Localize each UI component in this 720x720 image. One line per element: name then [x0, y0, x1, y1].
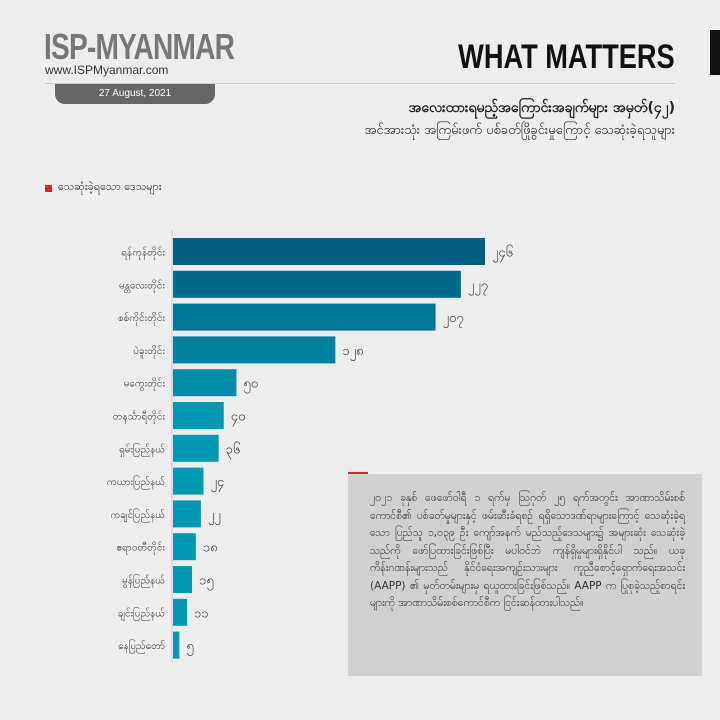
bar [173, 500, 201, 528]
red-square-icon [45, 184, 52, 192]
value-label: ၂၄၆ [492, 245, 513, 263]
page-subtitle: အင်အားသုံး အကြမ်းဖက် ပစ်ခတ်ဖြိုခွင်းမှုက… [364, 123, 676, 138]
bar [173, 631, 180, 659]
note-box [348, 474, 702, 676]
category-label: တနင်္သာရီတိုင်း [113, 410, 166, 425]
section-label: သေဆုံးခဲ့ရသော ဒေသများ [58, 180, 162, 193]
page-title: အလေးထားရမည့်အကြောင်းအချက်များ အမှတ်(၄၂) [408, 100, 675, 116]
bar [173, 238, 485, 265]
category-label: စစ်ကိုင်းတိုင်း [118, 311, 165, 326]
bar [173, 336, 336, 364]
value-label: ၄၀ [231, 410, 246, 427]
value-label: ၅ [186, 639, 193, 656]
bar [173, 369, 237, 397]
category-label: မကွေးတိုင်း [124, 377, 166, 392]
category-label: ဧရာဝတီတိုင်း [116, 541, 165, 556]
what-matters-title: WHAT MATTERS [458, 38, 675, 76]
value-label: ၁၅ [199, 574, 214, 591]
category-label: ရန်ကုန်တိုင်း [121, 246, 165, 261]
value-label: ၁၈ [203, 541, 218, 556]
bar [173, 303, 436, 331]
category-label: မန္တလေးတိုင်း [119, 278, 166, 293]
bar [173, 598, 187, 626]
accent-block [710, 30, 720, 75]
value-label: ၂၂၇ [468, 278, 488, 295]
bar [173, 402, 224, 429]
category-label: ကယားပြည်နယ် [107, 474, 165, 490]
category-label: နေပြည်တော် [118, 638, 165, 654]
bar [173, 467, 204, 495]
bar [173, 270, 461, 298]
category-label: ပဲခူးတိုင်း [133, 344, 165, 359]
value-label: ၁၁ [194, 606, 209, 621]
value-label: ၃၆ [226, 441, 241, 459]
value-label: ၁၂၈ [342, 344, 363, 361]
value-label: ၅၀ [243, 377, 258, 394]
note-accent-line [348, 472, 368, 475]
value-label: ၂၂ [208, 508, 221, 525]
note-text: ၂၀၂၁ ခုနှစ် ဖေဖော်ဝါရီ ၁ ရက်မှ ဩဂုတ် ၂၅ … [370, 492, 685, 609]
value-label: ၂၄ [210, 475, 224, 492]
category-label: ကချင်ပြည်နယ် [111, 507, 165, 523]
category-label: ရှမ်းပြည်နယ် [119, 441, 165, 457]
bar [173, 533, 196, 561]
value-label: ၂၀၇ [443, 311, 464, 328]
bar [173, 566, 193, 593]
section-heading: သေဆုံးခဲ့ရသော ဒေသများ [45, 180, 162, 196]
category-label: ချင်းပြည်နယ် [118, 605, 165, 621]
date-badge: 27 August, 2021 [55, 84, 215, 104]
category-label: မွန်ပြည်နယ် [122, 573, 165, 589]
website-url: www.ISPMyanmar.com [45, 63, 169, 77]
logo: ISP-MYANMAR [44, 26, 235, 67]
divider [45, 83, 675, 84]
bar [173, 434, 219, 462]
